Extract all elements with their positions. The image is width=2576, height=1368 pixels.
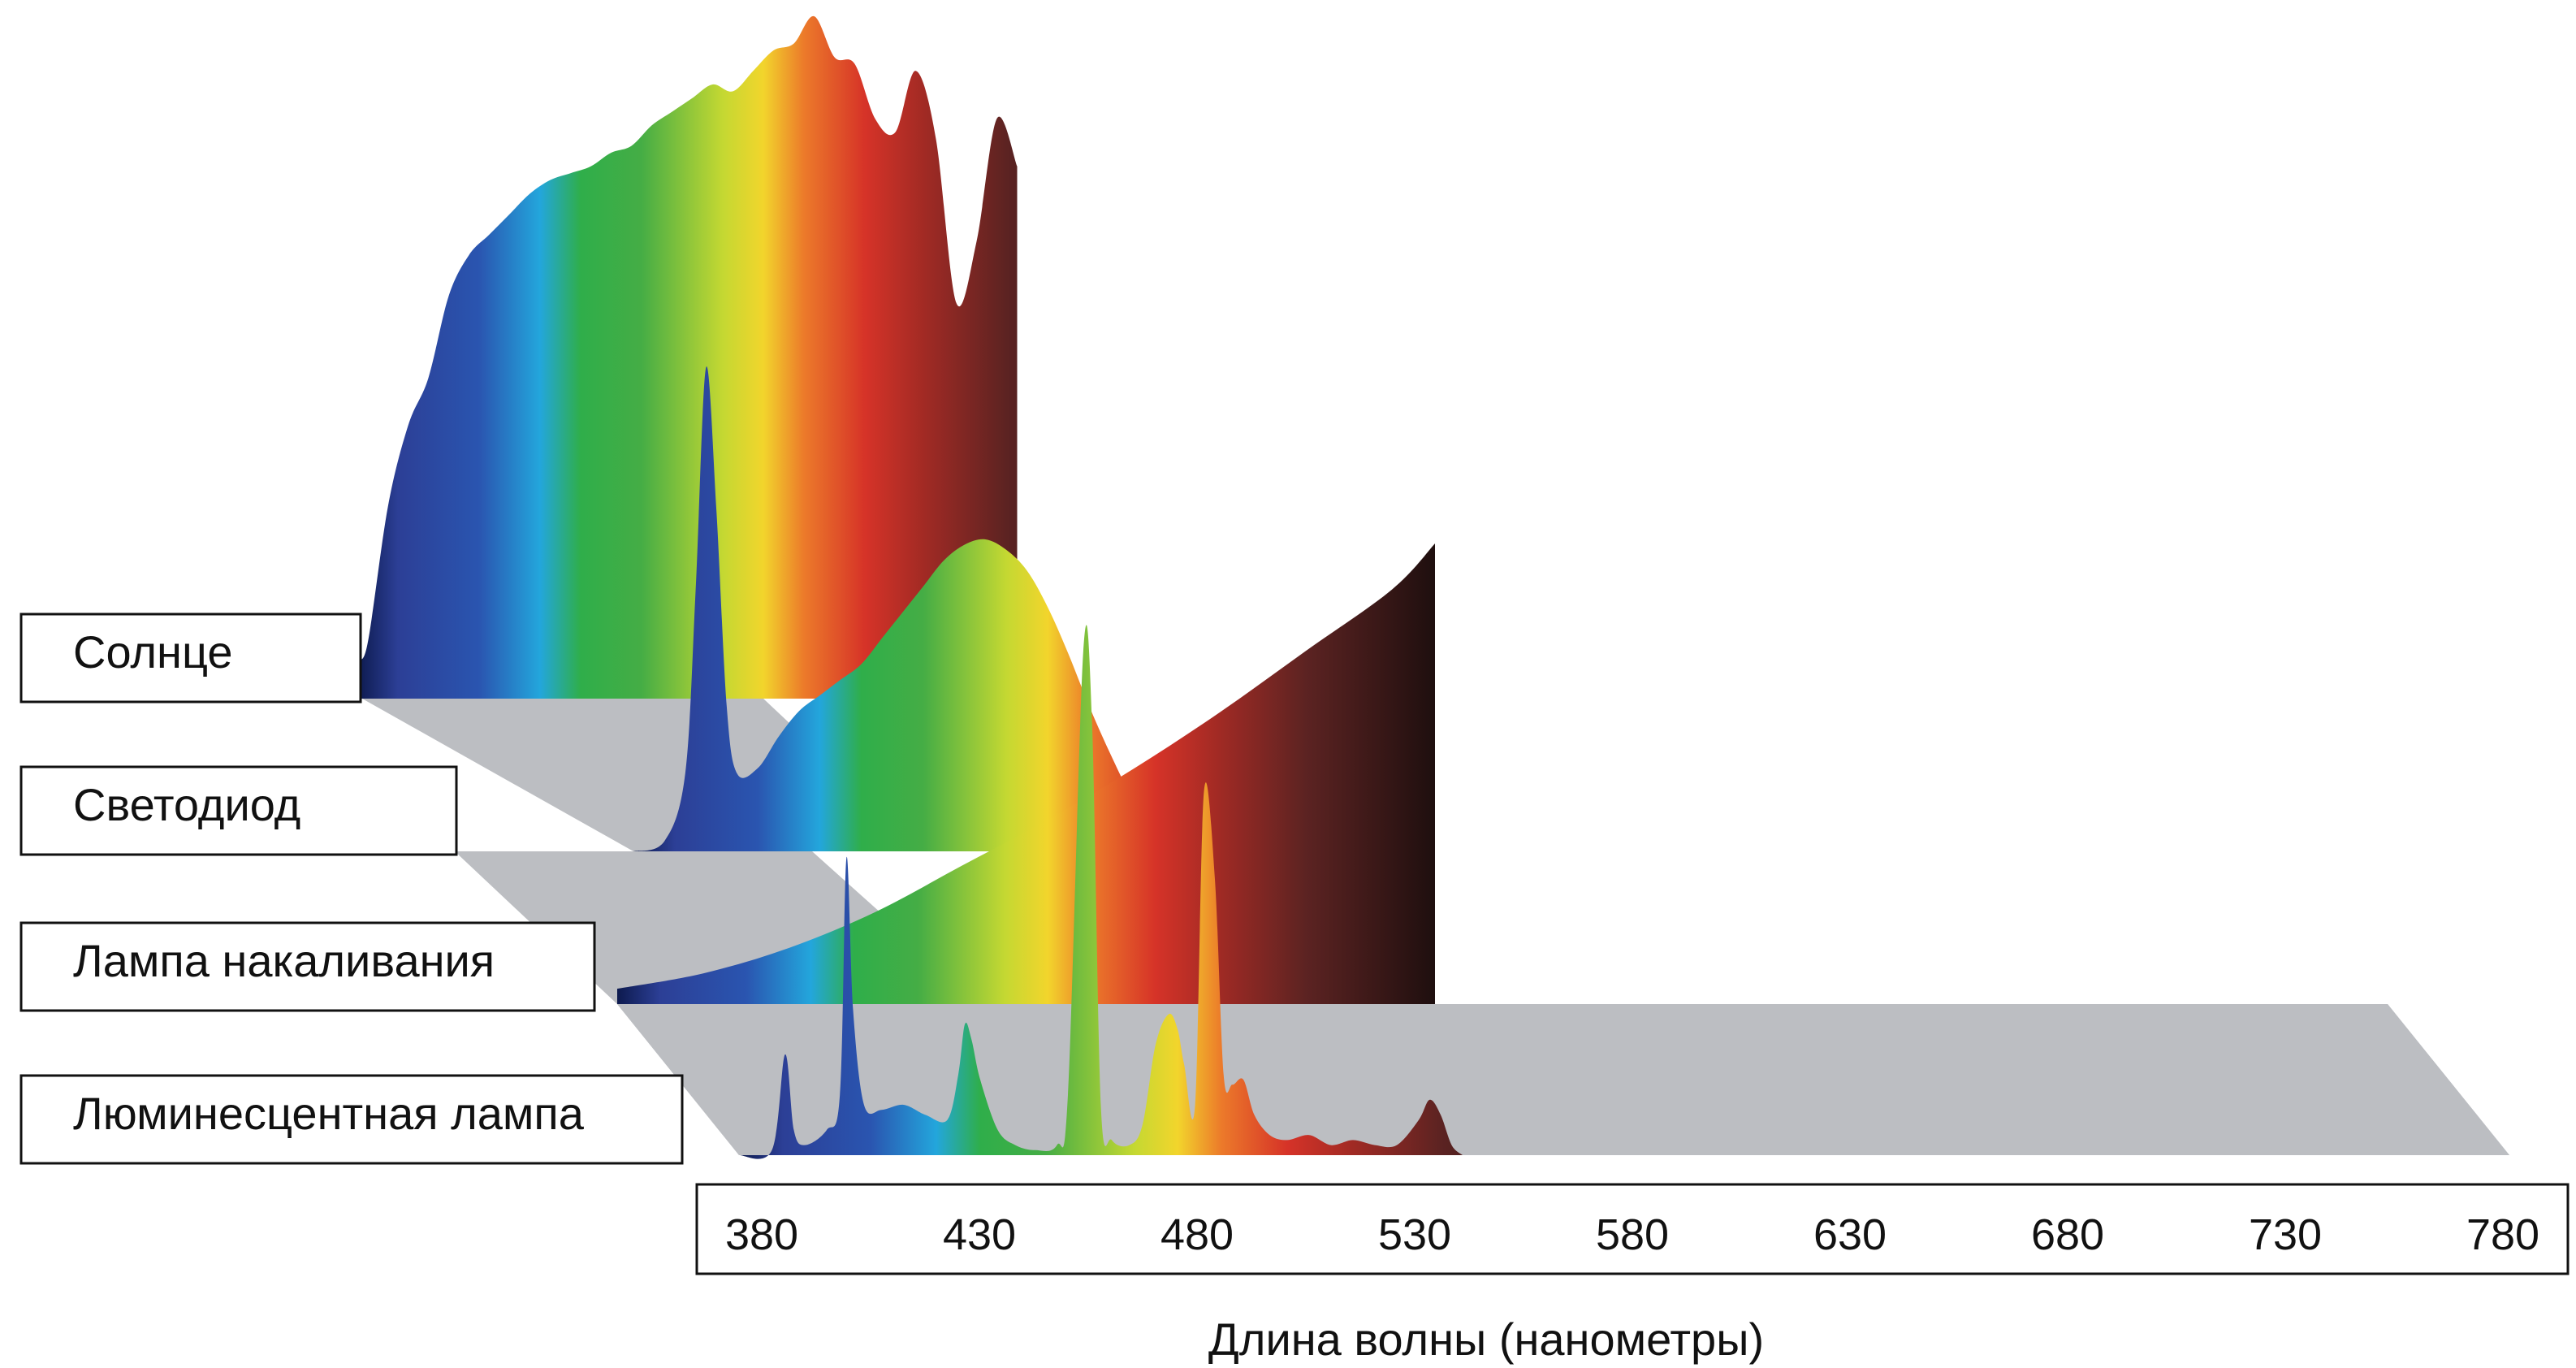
x-tick-label: 430 bbox=[943, 1210, 1016, 1259]
series-label-led-box: Светодиод bbox=[19, 765, 458, 856]
x-axis-title: Длина волны (нанометры) bbox=[1208, 1314, 1764, 1365]
series-label-fluorescent: Люминесцентная лампа bbox=[73, 1088, 585, 1139]
series-label-sun-box: Солнце bbox=[19, 613, 362, 703]
x-axis-frame bbox=[695, 1183, 2570, 1275]
spectrum-area-sun bbox=[357, 15, 1018, 699]
series-label-fluorescent-box: Люминесцентная лампа bbox=[19, 1074, 684, 1165]
series-label-led: Светодиод bbox=[73, 779, 300, 830]
x-tick-label: 480 bbox=[1160, 1210, 1234, 1259]
x-tick-label: 680 bbox=[2031, 1210, 2104, 1259]
spectrum-area-incandescent bbox=[617, 543, 1435, 1004]
x-tick-label: 530 bbox=[1378, 1210, 1451, 1259]
x-tick-label: 730 bbox=[2249, 1210, 2322, 1259]
spectrum-area-led bbox=[633, 366, 1193, 851]
x-tick-label: 380 bbox=[725, 1210, 798, 1259]
series-label-incandescent-box: Лампа накаливания bbox=[19, 921, 596, 1012]
series-label-sun: Солнце bbox=[73, 626, 233, 678]
series-label-incandescent: Лампа накаливания bbox=[73, 935, 495, 986]
x-axis-ticks: 380 430 480 530 580 630 680 730 780 bbox=[725, 1210, 2539, 1259]
x-tick-label: 630 bbox=[1813, 1210, 1887, 1259]
x-tick-label: 780 bbox=[2466, 1210, 2539, 1259]
x-tick-label: 580 bbox=[1596, 1210, 1669, 1259]
